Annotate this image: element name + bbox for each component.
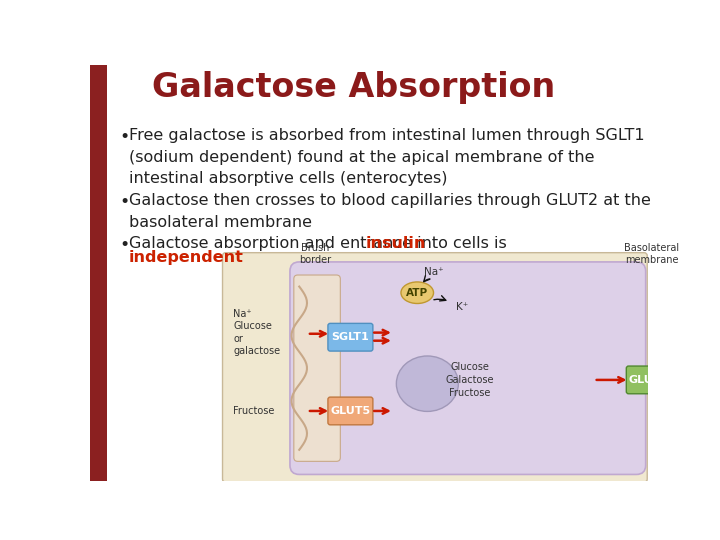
Text: ATP: ATP xyxy=(406,288,428,298)
Text: GLUT2: GLUT2 xyxy=(629,375,669,385)
FancyBboxPatch shape xyxy=(328,323,373,351)
Text: •: • xyxy=(120,128,130,146)
Text: Basolateral
membrane: Basolateral membrane xyxy=(624,242,680,265)
Text: Galactose Absorption: Galactose Absorption xyxy=(152,71,555,104)
FancyBboxPatch shape xyxy=(222,253,647,482)
FancyBboxPatch shape xyxy=(290,262,646,475)
Text: GLUT5: GLUT5 xyxy=(330,406,371,416)
Text: Galactose absorption and entrance into cells is: Galactose absorption and entrance into c… xyxy=(129,236,512,251)
Text: K⁺: K⁺ xyxy=(456,301,468,312)
Text: Brush
border: Brush border xyxy=(300,242,332,265)
Text: insulin: insulin xyxy=(366,236,426,251)
Bar xyxy=(90,65,107,481)
Text: Glucose
Galactose
Fructose: Glucose Galactose Fructose xyxy=(446,362,494,398)
Ellipse shape xyxy=(401,282,433,303)
Text: Na⁺: Na⁺ xyxy=(425,267,444,278)
Text: independent: independent xyxy=(129,249,243,265)
Text: Fructose: Fructose xyxy=(233,406,275,416)
Text: Free galactose is absorbed from intestinal lumen through SGLT1
(sodium dependent: Free galactose is absorbed from intestin… xyxy=(129,128,644,186)
FancyBboxPatch shape xyxy=(294,275,341,461)
Ellipse shape xyxy=(396,356,459,411)
Text: •: • xyxy=(120,193,130,211)
Text: •: • xyxy=(120,236,130,254)
FancyBboxPatch shape xyxy=(626,366,671,394)
Text: SGLT1: SGLT1 xyxy=(331,332,369,342)
FancyBboxPatch shape xyxy=(328,397,373,425)
Text: Na⁺
Glucose
or
galactose: Na⁺ Glucose or galactose xyxy=(233,309,281,356)
Text: Galactose then crosses to blood capillaries through GLUT2 at the
basolateral mem: Galactose then crosses to blood capillar… xyxy=(129,193,651,230)
